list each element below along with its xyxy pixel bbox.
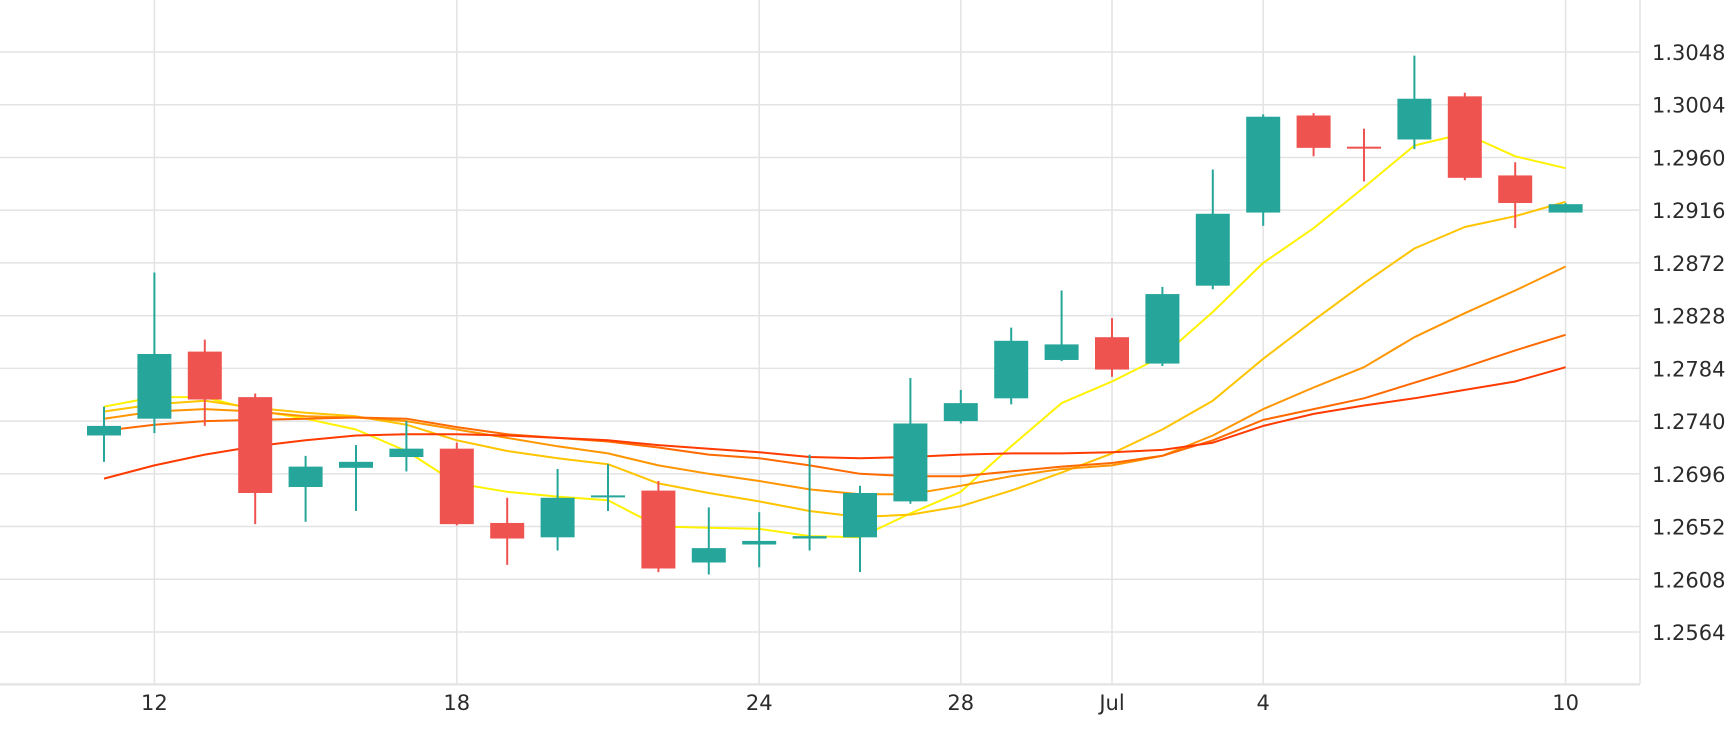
candle-body [288, 466, 323, 487]
x-tick-label: 18 [443, 691, 470, 715]
candle [439, 442, 474, 526]
y-tick-label: 1.2828 [1652, 305, 1725, 329]
candle [540, 469, 575, 551]
candle [1195, 169, 1230, 290]
candle [591, 464, 625, 511]
candle-body [1548, 204, 1583, 213]
candle [238, 393, 273, 525]
candle-body [843, 492, 877, 538]
y-tick-label: 1.2916 [1652, 199, 1725, 223]
candle [288, 455, 323, 522]
y-tick-label: 1.2960 [1652, 146, 1725, 170]
x-tick-label: 24 [746, 691, 773, 715]
candle [490, 497, 525, 565]
ma-line-3 [103, 265, 1567, 496]
candle [87, 406, 121, 462]
candle-body [339, 461, 373, 468]
candle [1145, 286, 1180, 366]
x-tick-label: 4 [1257, 691, 1270, 715]
ma-line-2 [103, 200, 1566, 518]
candle-body [1195, 213, 1230, 286]
candle [1447, 92, 1482, 181]
candle [389, 421, 424, 472]
candle-body [1397, 98, 1432, 140]
candle-body [591, 495, 625, 498]
candle-body [792, 536, 827, 539]
candle [742, 512, 777, 568]
candle [893, 377, 928, 504]
candle-body [742, 540, 777, 545]
candle-body [1296, 115, 1331, 148]
candle [187, 339, 222, 426]
y-tick-label: 1.2564 [1652, 621, 1725, 645]
candle-body [1095, 337, 1129, 370]
candle-body [1447, 96, 1482, 178]
y-tick-label: 1.2652 [1652, 516, 1725, 540]
candle [792, 454, 827, 551]
ma-line-1 [103, 132, 1566, 539]
x-tick-label: 28 [947, 691, 974, 715]
y-tick-label: 1.3004 [1652, 94, 1725, 118]
candle-body [1145, 294, 1180, 364]
candle [691, 507, 726, 575]
x-tick-label: 12 [141, 691, 168, 715]
candle [1347, 128, 1381, 182]
candle [137, 272, 172, 434]
candle-body [389, 448, 424, 458]
y-tick-label: 1.2784 [1652, 357, 1725, 381]
candle-body [1498, 175, 1533, 203]
candle-body [994, 340, 1029, 399]
candle-body [439, 448, 474, 525]
candle [1498, 162, 1533, 229]
candle [843, 485, 877, 573]
x-tick-label: Jul [1097, 691, 1124, 715]
candle-body [1246, 116, 1281, 213]
candle-body [137, 353, 172, 419]
candle-body [691, 548, 726, 563]
y-tick-label: 1.2872 [1652, 252, 1725, 276]
candle-body [1347, 146, 1381, 149]
candle [1296, 113, 1331, 157]
candle [1548, 202, 1583, 213]
candle [1095, 318, 1129, 377]
moving-average-lines [103, 132, 1567, 539]
candle [994, 327, 1029, 405]
candle [339, 445, 373, 511]
candle-body [1044, 344, 1079, 360]
candle-body [893, 423, 928, 502]
candle [1246, 114, 1281, 226]
y-tick-label: 1.2696 [1652, 463, 1725, 487]
candle-body [187, 351, 222, 400]
candle-body [490, 522, 525, 539]
candles [87, 55, 1583, 575]
y-tick-label: 1.2740 [1652, 410, 1725, 434]
y-tick-label: 1.3048 [1652, 41, 1725, 65]
candle-body [87, 425, 121, 436]
candle-body [238, 397, 273, 493]
gridlines [0, 0, 1641, 686]
candle [641, 481, 676, 573]
ma-line-5 [103, 366, 1566, 480]
x-tick-label: 10 [1552, 691, 1579, 715]
candle [943, 389, 978, 424]
candle [1397, 55, 1432, 150]
ma-line-4 [103, 333, 1566, 478]
candle-body [943, 403, 978, 422]
candle-body [641, 490, 676, 569]
candle-body [540, 497, 575, 538]
y-tick-label: 1.2608 [1652, 568, 1725, 592]
candle [1044, 290, 1079, 362]
